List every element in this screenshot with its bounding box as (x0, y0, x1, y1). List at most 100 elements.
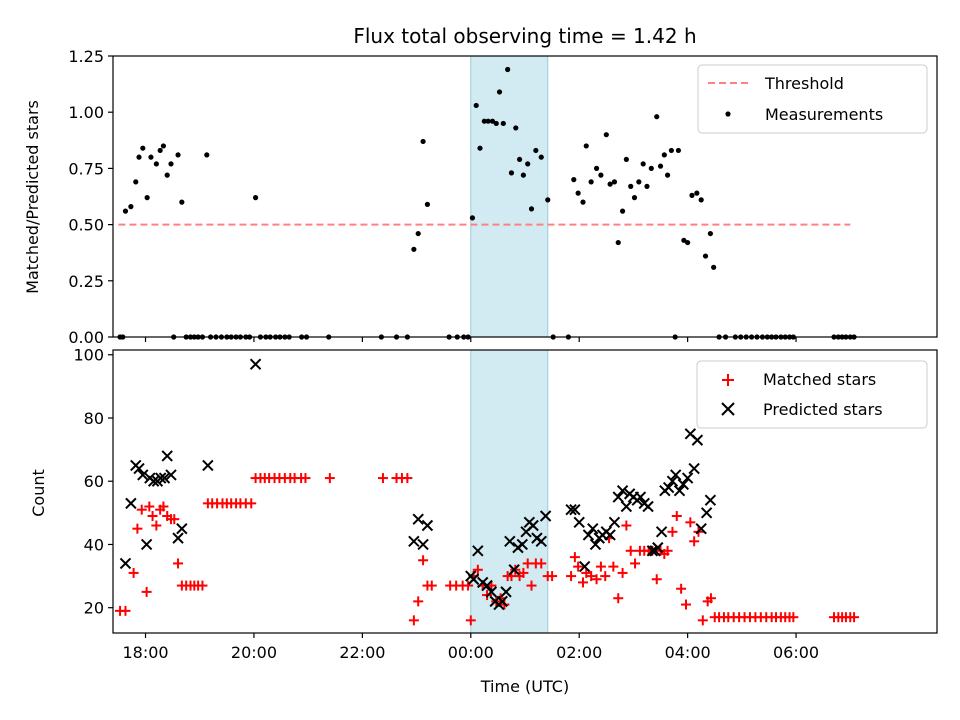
predicted-star-stroke-b (133, 462, 145, 475)
matched-star-point (586, 571, 597, 582)
matched-star-point (621, 520, 632, 531)
predicted-star-stroke-b (485, 586, 498, 598)
predicted-legend-label: Predicted stars (763, 400, 883, 419)
measurement-point (623, 156, 629, 163)
measurement-point (598, 172, 604, 178)
predicted-star-stroke-b (472, 545, 484, 557)
predicted-star-stroke-b (688, 462, 700, 475)
x-tick-label: 18:00 (122, 643, 168, 662)
measurement-point (640, 161, 646, 167)
measurement-point (533, 147, 539, 154)
matched-star-point (526, 580, 537, 591)
predicted-star-point (535, 535, 547, 548)
predicted-star-point (677, 478, 690, 491)
bottom-legend-box (696, 360, 928, 429)
predicted-star-point (608, 516, 621, 529)
bottom-panel: 20 40 60 80 100 18:00 20:00 22:00 00:00 02:00 04:0… (73, 346, 938, 662)
measurement-point (619, 208, 626, 214)
matched-legend-label: Matched stars (763, 370, 876, 389)
matched-star-point (613, 593, 624, 604)
measurement-point (489, 118, 496, 124)
predicted-star-point (516, 538, 528, 551)
x-tick-label: 20:00 (231, 643, 277, 662)
matched-star-point (300, 473, 311, 484)
measurement-point (175, 152, 181, 158)
top-y-tick-label: 0.00 (68, 328, 104, 347)
matched-star-point (685, 517, 696, 528)
predicted-star-point (172, 532, 184, 544)
measurement-point (657, 163, 664, 169)
predicted-star-stroke-b (165, 469, 177, 481)
x-tick-label: 06:00 (773, 643, 819, 662)
measurement-point (168, 161, 174, 167)
bottom-legend: Matched stars Predicted stars (696, 360, 928, 429)
matched-star-point (426, 580, 437, 591)
top-highlight-span (470, 55, 549, 338)
predicted-legend-swatch (721, 402, 735, 416)
measurement-point (580, 199, 586, 205)
top-y-tick-label: 0.25 (68, 272, 104, 291)
measurement-point (179, 199, 185, 205)
matched-star-point (662, 545, 673, 556)
measurement-point (140, 145, 146, 151)
predicted-star-stroke-b (673, 485, 686, 497)
measurement-point (473, 102, 479, 109)
predicted-star-point (569, 503, 581, 516)
predicted-star-point (412, 513, 424, 525)
predicted-star-point (700, 507, 713, 519)
predicted-star-stroke-b (655, 526, 668, 538)
predicted-star-stroke-b (421, 519, 434, 532)
predicted-star-point (620, 500, 633, 513)
x-tick-label: 00:00 (448, 643, 494, 662)
predicted-star-point (662, 481, 675, 494)
measurement-point (415, 230, 421, 237)
predicted-star-point (587, 522, 599, 535)
measurement-point (204, 152, 210, 158)
measurement-point (133, 179, 139, 185)
threshold-legend-label: Threshold (764, 74, 844, 93)
measurements-legend-swatch (725, 111, 731, 117)
matched-star-point (591, 574, 602, 585)
matched-star-point (132, 523, 143, 534)
measurement-point (711, 264, 717, 270)
predicted-star-point (652, 541, 664, 554)
predicted-star-stroke-b (535, 535, 547, 548)
measurement-point (485, 118, 491, 124)
matched-star-point (136, 504, 147, 515)
measurement-point (144, 195, 150, 201)
predicted-star-stroke-b (608, 516, 621, 529)
measurement-point (136, 154, 142, 160)
predicted-star-stroke-b (662, 481, 675, 494)
measurement-point (128, 204, 134, 210)
predicted-star-point (508, 564, 520, 576)
predicted-star-stroke-b (249, 358, 262, 370)
predicted-star-stroke-b (119, 557, 132, 570)
measurement-point (538, 154, 544, 160)
measurement-point (153, 161, 159, 167)
predicted-star-point (417, 538, 429, 551)
measurement-point (685, 239, 691, 246)
measurement-point (607, 181, 613, 187)
bottom-axes-frame (112, 349, 938, 634)
predicted-star-point (496, 595, 508, 608)
predicted-star-point (158, 472, 171, 484)
measurement-point (148, 154, 154, 160)
measurement-point (698, 197, 704, 203)
predicted-star-stroke-b (140, 538, 153, 551)
bottom-y-axis-title: Count (29, 469, 48, 517)
measurement-point (528, 206, 535, 212)
matched-star-point (472, 564, 483, 575)
predicted-star-stroke-b (642, 500, 654, 513)
predicted-star-point (695, 522, 707, 535)
predicted-star-point (481, 579, 493, 592)
measurement-point (493, 120, 499, 127)
measurement-point (636, 179, 642, 185)
predicted-star-stroke-b (504, 535, 516, 548)
predicted-star-point (616, 485, 629, 497)
predicted-star-point (655, 526, 668, 538)
measurement-point (644, 183, 650, 189)
measurement-point (481, 118, 487, 124)
predicted-star-stroke-b (677, 478, 690, 491)
predicted-star-point (472, 545, 484, 557)
matched-star-point (667, 526, 678, 537)
